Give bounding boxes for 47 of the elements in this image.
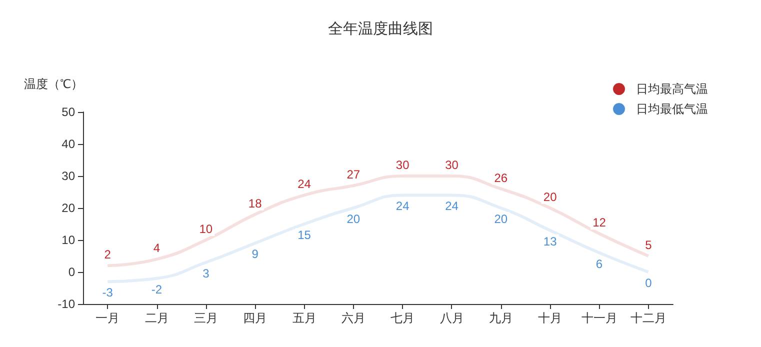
y-axis-title: 温度（℃） — [24, 77, 83, 91]
data-label: 20 — [543, 190, 558, 204]
x-tick-label: 十月 — [538, 311, 562, 325]
data-label: -2 — [151, 282, 162, 296]
data-label: 13 — [543, 234, 558, 248]
chart-title: 全年温度曲线图 — [328, 20, 433, 38]
x-tick-label: 四月 — [243, 311, 268, 325]
x-tick-label: 三月 — [194, 311, 218, 325]
data-label: 5 — [645, 238, 652, 252]
x-tick-label: 一月 — [96, 311, 120, 325]
data-label: 0 — [645, 276, 652, 290]
legend-label: 日均最高气温 — [636, 82, 708, 96]
y-tick-label: 10 — [62, 233, 76, 247]
data-label: 24 — [445, 199, 459, 214]
data-label: 30 — [396, 158, 410, 172]
data-label: 24 — [298, 177, 312, 192]
x-tick-label: 六月 — [341, 311, 366, 325]
data-label: -3 — [102, 286, 114, 300]
y-tick-label: 50 — [62, 105, 76, 119]
x-tick-label: 五月 — [292, 311, 316, 325]
data-label: 24 — [396, 199, 410, 214]
x-tick-label: 十二月 — [630, 311, 666, 325]
data-label: 27 — [346, 168, 360, 182]
data-label: 9 — [252, 247, 259, 262]
x-tick-label: 八月 — [440, 311, 464, 325]
data-label: 4 — [153, 241, 160, 256]
data-label: 15 — [298, 228, 312, 242]
data-label: 30 — [445, 158, 459, 172]
data-label: 3 — [202, 266, 210, 280]
x-tick-label: 十一月 — [581, 311, 618, 325]
data-label: 20 — [494, 212, 508, 226]
y-tick-label: 40 — [62, 137, 76, 151]
x-tick-label: 二月 — [144, 311, 169, 325]
data-label: 20 — [346, 212, 360, 226]
legend-label: 日均最低气温 — [636, 102, 708, 116]
y-tick-label: -10 — [58, 297, 76, 311]
y-tick-label: 0 — [68, 265, 76, 279]
data-label: 18 — [248, 196, 262, 210]
y-tick-label: 20 — [62, 201, 76, 215]
data-label: 6 — [596, 256, 603, 271]
data-label: 26 — [494, 170, 508, 185]
x-tick-label: 七月 — [390, 311, 415, 325]
data-label: 2 — [104, 248, 112, 262]
data-label: 10 — [199, 222, 213, 236]
x-tick-label: 九月 — [488, 311, 513, 325]
y-tick-label: 30 — [62, 169, 76, 183]
data-label: 12 — [592, 216, 606, 230]
